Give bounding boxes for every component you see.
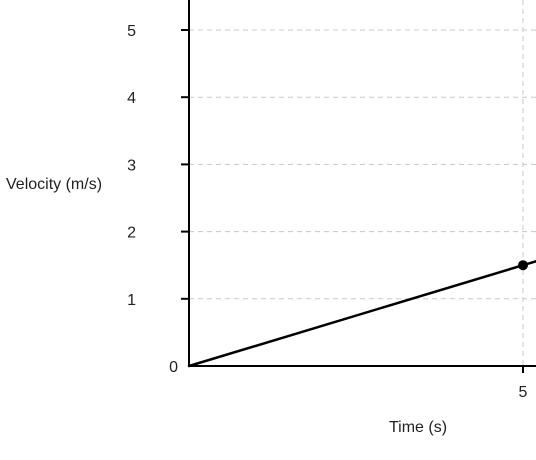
- y-tick-label-0: 0: [169, 359, 178, 376]
- series: [187, 259, 536, 368]
- x-tick-label-5: 5: [519, 384, 528, 401]
- y-tick-label-2: 2: [127, 225, 136, 242]
- x-axis-title: Time (s): [389, 419, 447, 436]
- axes: [188, 0, 536, 367]
- grid-lines: [189, 0, 536, 366]
- y-tick-label-1: 1: [127, 292, 136, 309]
- tick-labels: 510152025012345: [127, 23, 528, 401]
- series-line-0: [187, 259, 536, 368]
- y-tick-label-5: 5: [127, 23, 136, 40]
- y-axis-title: Velocity (m/s): [6, 176, 102, 193]
- y-tick-label-4: 4: [127, 90, 136, 107]
- y-tick-label-3: 3: [127, 157, 136, 174]
- tick-marks: [181, 29, 524, 373]
- data-point-5: [518, 260, 528, 271]
